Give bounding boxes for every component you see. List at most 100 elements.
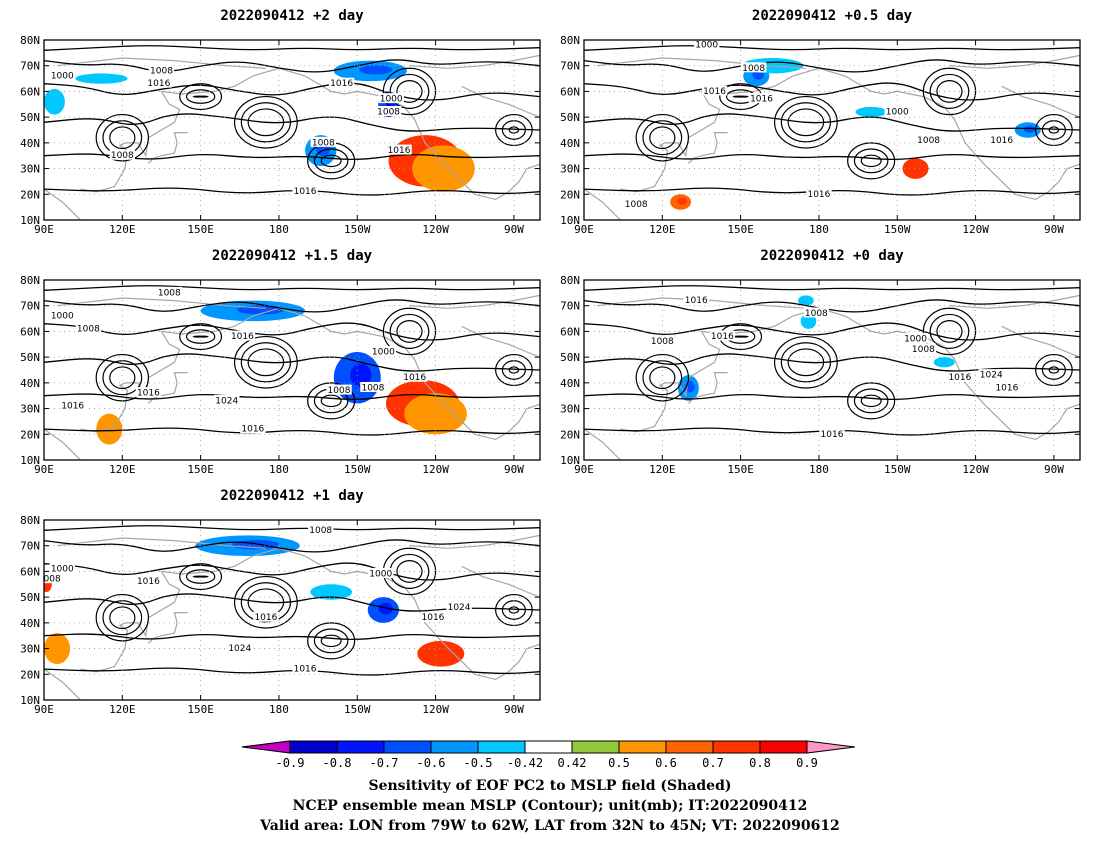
coastline	[44, 668, 81, 700]
contour-label: 1000	[372, 348, 395, 358]
contour-label: 1016	[241, 425, 264, 435]
shaded-core	[350, 363, 372, 387]
coastline	[597, 297, 806, 309]
contour-label-bg	[915, 134, 942, 145]
pressure-cell	[320, 394, 342, 408]
x-tick-label: 150W	[344, 703, 371, 716]
panel-title: 2022090412 +1 day	[220, 488, 364, 504]
y-tick-label: 40N	[560, 377, 580, 390]
contour-label: 1024	[215, 396, 238, 406]
contour-label-bg	[75, 322, 102, 333]
y-tick-label: 10N	[560, 214, 580, 227]
y-tick-label: 20N	[560, 188, 580, 201]
colorbar-label: -0.7	[370, 756, 399, 770]
pressure-cell	[389, 73, 430, 110]
pressure-cell	[247, 108, 285, 137]
pressure-cell	[233, 575, 298, 629]
panel-frame	[583, 279, 1081, 461]
contour-label-bg	[947, 371, 973, 382]
coastline	[80, 67, 540, 201]
colorbar-bin	[477, 740, 526, 754]
coastline	[1001, 325, 1080, 358]
pressure-cell	[240, 582, 292, 623]
contour-label: 1008	[742, 64, 765, 74]
pressure-cell	[313, 628, 349, 654]
isobar	[584, 45, 1080, 51]
pressure-cell	[635, 353, 690, 402]
shaded-area	[404, 393, 467, 435]
x-tick-label: 120W	[422, 223, 449, 236]
pressure-cell	[922, 67, 977, 116]
y-tick-label: 30N	[20, 403, 40, 416]
pressure-cell	[192, 575, 209, 578]
x-tick-label: 180	[269, 703, 289, 716]
pressure-cell	[860, 154, 882, 168]
x-tick-label: 150W	[344, 223, 371, 236]
isobar	[584, 299, 1080, 313]
contour-label: 1000	[380, 95, 403, 105]
coastline	[44, 428, 81, 460]
isobar	[584, 285, 1080, 291]
panel-1: 1000 1008 1016 1016 1000 1008 1016 1008 1016 2022…	[560, 8, 1081, 236]
isobar	[44, 285, 540, 291]
x-tick-label: 150E	[727, 223, 754, 236]
pressure-cell	[787, 108, 825, 137]
isobar	[44, 322, 540, 341]
isobar	[44, 353, 540, 372]
contour-label-bg	[229, 330, 256, 341]
pressure-cell	[853, 388, 889, 414]
y-tick-label: 30N	[560, 403, 580, 416]
panel-frame	[43, 519, 541, 701]
contour-label-bg	[693, 40, 720, 50]
pressure-cell	[185, 329, 216, 344]
colorbar-bin	[665, 740, 714, 754]
coastline	[80, 307, 540, 441]
contour-label: 1016	[294, 665, 317, 675]
coastline	[57, 297, 266, 309]
contour-label-bg	[308, 524, 334, 535]
contour-label: 1008	[150, 66, 173, 76]
contour-label: 1008	[917, 136, 940, 146]
contour-label-bg	[803, 307, 830, 318]
contour-label-bg	[709, 330, 736, 341]
pressure-cell	[929, 313, 970, 349]
pressure-cell	[192, 95, 209, 98]
pressure-cell	[635, 113, 690, 162]
contour-label: 1000	[51, 312, 74, 322]
y-tick-label: 50N	[20, 111, 40, 124]
pressure-cell	[307, 382, 356, 420]
pressure-cell	[389, 313, 430, 349]
pressure-cell	[922, 307, 977, 356]
contour-label: 1016	[137, 577, 160, 587]
contour-label: 1000	[886, 108, 909, 118]
coastline	[597, 57, 806, 69]
shaded-area	[44, 88, 65, 115]
x-tick-label: 120E	[649, 223, 676, 236]
isobar	[44, 299, 540, 313]
y-tick-label: 70N	[560, 300, 580, 313]
coastline	[461, 565, 540, 598]
coastline	[461, 85, 540, 118]
y-tick-label: 50N	[20, 351, 40, 364]
contour-label-bg	[902, 333, 929, 344]
contour-label: 1016	[990, 136, 1013, 146]
x-tick-label: 120W	[962, 223, 989, 236]
x-tick-label: 90E	[34, 223, 54, 236]
colorbar-bin	[524, 740, 573, 754]
contour-label-bg	[884, 106, 910, 116]
pressure-cell	[773, 335, 838, 389]
pressure-cell	[109, 606, 136, 630]
shaded-area	[96, 413, 123, 445]
panel-0: 1000 1008 1016 1008 1008 1016 1000 1008 1016 1016…	[20, 8, 541, 236]
contour-label: 1016	[703, 87, 726, 97]
shaded-area	[310, 584, 353, 600]
contour-label-bg	[806, 188, 832, 199]
x-tick-label: 150E	[187, 703, 214, 716]
y-tick-label: 70N	[20, 540, 40, 553]
contour-label-bg	[370, 346, 397, 356]
contour-label: 1016	[403, 373, 426, 383]
pressure-cell	[109, 366, 136, 390]
panel-3: 1016100810161008100010081024101610161016…	[560, 248, 1081, 476]
